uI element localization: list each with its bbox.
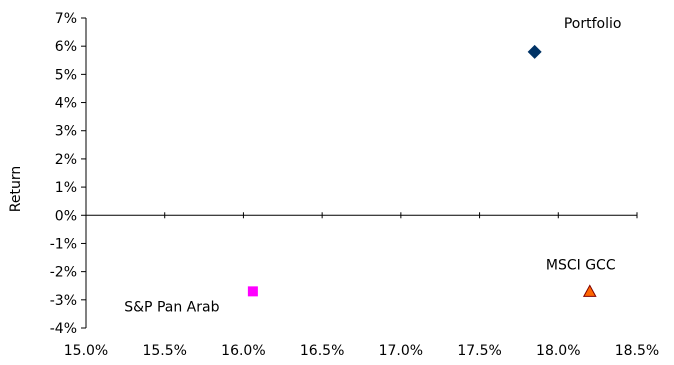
y-tick-label: 0%: [55, 208, 77, 224]
y-tick-label: -4%: [50, 321, 77, 337]
point-portfolio: [527, 44, 542, 59]
x-tick-label: 17.5%: [457, 343, 501, 359]
x-tick-label: 18.5%: [615, 343, 659, 359]
data-points: Portfolio S&P Pan Arab MSCI GCC: [124, 16, 621, 316]
x-axis-ticks: 15.0% 15.5% 16.0% 16.5% 17.0% 17.5% 18.0% 18.5%: [64, 212, 659, 359]
point-label: S&P Pan Arab: [124, 299, 219, 315]
y-tick-label: -1%: [50, 236, 77, 252]
x-tick-label: 15.5%: [142, 343, 186, 359]
x-tick-label: 17.0%: [379, 343, 423, 359]
y-tick-label: 7%: [55, 11, 77, 27]
y-tick-label: 2%: [55, 152, 77, 168]
y-tick-label: 3%: [55, 124, 77, 140]
y-tick-label: 1%: [55, 180, 77, 196]
point-label: MSCI GCC: [546, 257, 616, 273]
y-tick-label: 6%: [55, 39, 77, 55]
y-tick-label: -2%: [50, 265, 77, 281]
x-tick-label: 18.0%: [536, 343, 580, 359]
y-tick-label: 5%: [55, 67, 77, 83]
y-tick-label: -3%: [50, 293, 77, 309]
x-tick-label: 16.0%: [221, 343, 265, 359]
point-sp-pan-arab: [247, 286, 258, 297]
y-axis-title: Return: [8, 166, 24, 212]
y-axis-ticks: 7% 6% 5% 4% 3% 2% 1% 0% -1% -2% -3% -4%: [50, 11, 86, 337]
x-tick-label: 15.0%: [64, 343, 108, 359]
point-label: Portfolio: [564, 16, 622, 32]
point-msci-gcc: [582, 284, 597, 297]
axes: [85, 18, 637, 328]
y-tick-label: 4%: [55, 96, 77, 112]
x-tick-label: 16.5%: [300, 343, 344, 359]
